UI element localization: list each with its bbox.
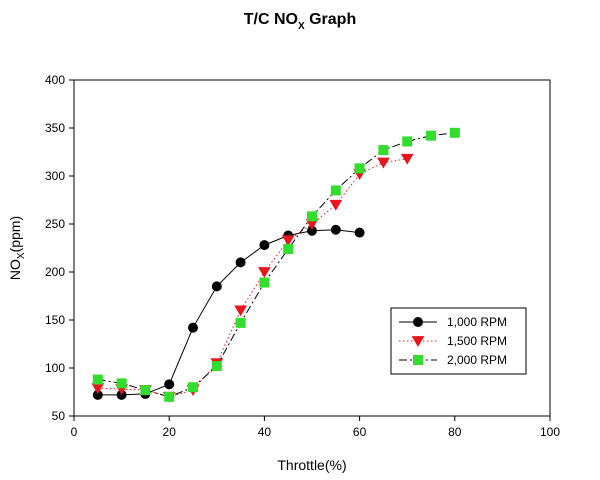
data-point bbox=[281, 235, 295, 247]
data-point bbox=[330, 185, 341, 196]
y-tick-label: 350 bbox=[45, 121, 65, 135]
series-line bbox=[97, 229, 360, 396]
data-point bbox=[402, 136, 413, 147]
x-tick-label: 40 bbox=[258, 425, 272, 439]
legend-marker bbox=[413, 355, 423, 365]
data-point bbox=[329, 199, 343, 211]
y-axis-label-rest: (ppm) bbox=[7, 216, 23, 253]
series-2 bbox=[91, 153, 414, 403]
data-point bbox=[211, 281, 222, 292]
x-tick-label: 100 bbox=[540, 425, 560, 439]
chart-title-main: T/C NO bbox=[244, 11, 298, 28]
y-tick-label: 100 bbox=[45, 361, 65, 375]
data-point bbox=[378, 145, 389, 156]
y-axis-label: NOX(ppm) bbox=[7, 216, 27, 280]
data-point bbox=[116, 378, 127, 389]
series-1 bbox=[92, 224, 365, 400]
legend-label: 1,000 RPM bbox=[447, 315, 507, 329]
legend-item: 1,500 RPM bbox=[399, 334, 507, 348]
data-point bbox=[164, 391, 175, 402]
x-tick-label: 80 bbox=[448, 425, 462, 439]
y-axis-label-subscript: X bbox=[16, 252, 27, 259]
legend-label: 1,500 RPM bbox=[447, 334, 507, 348]
data-point bbox=[283, 243, 294, 254]
legend-item: 2,000 RPM bbox=[399, 353, 507, 367]
series-3 bbox=[92, 127, 460, 402]
data-point bbox=[234, 305, 247, 317]
series-layer bbox=[91, 127, 460, 403]
data-point bbox=[164, 379, 175, 390]
y-tick-label: 50 bbox=[52, 409, 66, 423]
legend-label: 2,000 RPM bbox=[447, 353, 507, 367]
legend-item: 1,000 RPM bbox=[399, 315, 507, 329]
data-point bbox=[426, 130, 436, 141]
data-point bbox=[140, 385, 151, 396]
data-point bbox=[354, 163, 365, 174]
y-axis-label-main: NO bbox=[7, 259, 23, 280]
chart-title-subscript: X bbox=[298, 21, 305, 32]
data-point bbox=[449, 127, 460, 138]
data-point bbox=[307, 211, 317, 222]
y-tick-label: 300 bbox=[45, 169, 65, 183]
x-axis-label: Throttle(%) bbox=[277, 457, 346, 473]
x-axis-ticks: 0 20 40 60 80 100 bbox=[71, 416, 560, 439]
data-point bbox=[211, 361, 222, 372]
data-point bbox=[235, 257, 246, 268]
series-line bbox=[97, 132, 455, 398]
legend-marker bbox=[413, 317, 423, 327]
data-point bbox=[188, 382, 198, 393]
data-point bbox=[259, 240, 270, 251]
data-point bbox=[92, 374, 103, 385]
plot-area-frame bbox=[73, 79, 551, 417]
x-tick-label: 0 bbox=[71, 425, 78, 439]
data-point bbox=[188, 322, 198, 333]
y-tick-label: 200 bbox=[45, 265, 65, 279]
legend-marker bbox=[411, 336, 425, 347]
data-point bbox=[377, 157, 390, 169]
chart-title: T/C NOX Graph bbox=[244, 11, 356, 32]
y-tick-label: 150 bbox=[45, 313, 65, 327]
chart-title-rest: Graph bbox=[305, 11, 357, 28]
y-tick-label: 400 bbox=[45, 73, 65, 87]
y-axis-ticks: 50 100 150 200 250 300 350 400 bbox=[45, 73, 74, 423]
data-point bbox=[235, 317, 246, 328]
x-tick-label: 20 bbox=[163, 425, 177, 439]
data-point bbox=[400, 153, 414, 165]
data-point bbox=[259, 277, 270, 288]
legend: 1,000 RPM 1,500 RPM 2,000 RPM bbox=[390, 307, 527, 375]
x-tick-label: 60 bbox=[353, 425, 367, 439]
data-point bbox=[330, 224, 341, 235]
y-tick-label: 250 bbox=[45, 217, 65, 231]
data-point bbox=[258, 267, 271, 278]
series-line bbox=[97, 158, 408, 398]
data-point bbox=[354, 227, 365, 238]
